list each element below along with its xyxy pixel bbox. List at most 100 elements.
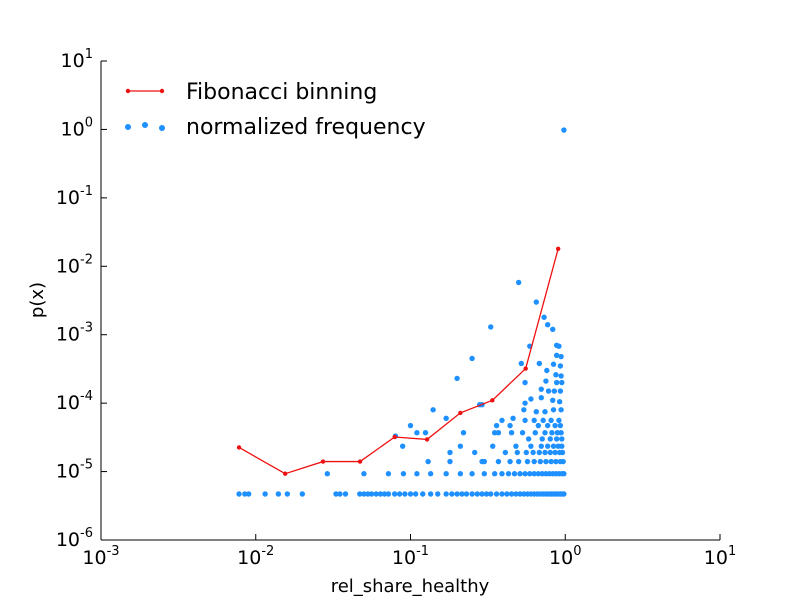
- fibonacci-point: [424, 437, 430, 442]
- x-tick-label: 10-1: [392, 544, 429, 569]
- x-tick-label: 10-3: [82, 544, 119, 569]
- scatter-point: [559, 449, 566, 456]
- scatter-point: [542, 408, 548, 415]
- scatter-point: [381, 491, 388, 497]
- y-tick-label: 10-1: [56, 184, 93, 209]
- scatter-point: [550, 407, 557, 413]
- scatter-point: [539, 436, 545, 442]
- scatter-point: [559, 379, 565, 386]
- scatter-point: [495, 458, 502, 465]
- y-tick-label: 10-2: [56, 252, 93, 277]
- scatter-point: [457, 443, 464, 449]
- legend-line-marker: [125, 88, 131, 94]
- scatter-point: [407, 491, 414, 497]
- scatter-point: [525, 436, 532, 442]
- scatter-point: [299, 491, 306, 497]
- scatter-point: [396, 491, 403, 497]
- y-tick-label: 10-5: [56, 458, 93, 483]
- scatter-point: [560, 458, 566, 465]
- scatter-point: [505, 471, 512, 477]
- scatter-point: [547, 436, 553, 442]
- y-tick-label: 10-4: [56, 389, 93, 414]
- legend-label-normalized: normalized frequency: [186, 115, 426, 140]
- scatter-point: [558, 429, 564, 436]
- scatter-point: [481, 471, 488, 477]
- scatter-point: [508, 429, 515, 436]
- scatter-point: [542, 429, 548, 436]
- scatter-point: [537, 458, 544, 465]
- scatter-point: [553, 379, 560, 386]
- scatter-point: [245, 491, 252, 497]
- scatter-point: [479, 491, 485, 497]
- scatter-point: [552, 449, 558, 456]
- scatter-point: [545, 388, 552, 394]
- scatter-point: [459, 491, 465, 497]
- scatter-point: [361, 471, 367, 477]
- scatter-point: [550, 397, 556, 404]
- scatter-point: [474, 491, 480, 497]
- scatter-point: [454, 375, 460, 382]
- scatter-point: [391, 491, 398, 497]
- scatter-point: [541, 314, 547, 320]
- scatter-point: [236, 491, 242, 497]
- scatter-point: [422, 429, 429, 436]
- scatter-point: [556, 417, 562, 424]
- scatter-point: [324, 471, 331, 477]
- scatter-point: [495, 429, 502, 436]
- scatter-series: [236, 127, 567, 497]
- scatter-point: [337, 491, 343, 497]
- x-tick-label: 100: [549, 544, 581, 569]
- scatter-point: [443, 415, 449, 422]
- scatter-point: [558, 353, 564, 360]
- scatter-point: [528, 443, 534, 449]
- scatter-point: [515, 458, 522, 465]
- scatter-point: [377, 491, 384, 497]
- y-tick-label: 100: [61, 115, 93, 140]
- scatter-point: [543, 458, 549, 465]
- x-tick-label: 101: [704, 544, 736, 569]
- scatter-point: [536, 449, 543, 456]
- fibonacci-line: [238, 248, 559, 475]
- scatter-point: [522, 400, 528, 406]
- scatter-point: [519, 429, 526, 436]
- x-axis-label: rel_share_healthy: [331, 576, 490, 597]
- scatter-point: [522, 379, 528, 386]
- scatter-point: [544, 367, 550, 374]
- scatter-point: [547, 449, 553, 456]
- scatter-point: [549, 429, 555, 436]
- scatter-point: [361, 491, 367, 497]
- scatter-point: [373, 491, 379, 497]
- scatter-point: [513, 491, 519, 497]
- scatter-point: [430, 407, 436, 413]
- scatter-point: [561, 471, 567, 477]
- legend-scatter-marker: [125, 124, 131, 130]
- scatter-point: [517, 471, 523, 477]
- scatter-point: [540, 417, 546, 424]
- scatter-point: [544, 443, 551, 449]
- scatter-point: [242, 491, 248, 497]
- scatter-point: [385, 491, 392, 497]
- scatter-point: [550, 326, 556, 332]
- y-axis-label: p(x): [27, 282, 48, 318]
- fibonacci-point: [555, 246, 561, 252]
- scatter-point: [425, 458, 431, 465]
- scatter-point: [400, 471, 407, 477]
- scatter-point: [447, 449, 453, 456]
- y-tick-labels: 10-6 10-5 10-4 10-3 10-2 10-1 100 101: [56, 47, 93, 551]
- scatter-point: [427, 491, 434, 497]
- scatter-point: [407, 422, 414, 429]
- scatter-point: [557, 422, 564, 429]
- scatter-point: [508, 491, 515, 497]
- scatter-point: [513, 443, 519, 449]
- scatter-point: [535, 471, 542, 477]
- scatter-point: [515, 279, 522, 286]
- scatter-point: [538, 443, 544, 449]
- scatter-point: [514, 449, 521, 456]
- legend-scatter-marker: [142, 122, 148, 128]
- scatter-point: [550, 443, 557, 449]
- scatter-point: [499, 417, 505, 424]
- scatter-point: [490, 443, 496, 449]
- fibonacci-point: [320, 459, 326, 464]
- fibonacci-point: [283, 471, 288, 476]
